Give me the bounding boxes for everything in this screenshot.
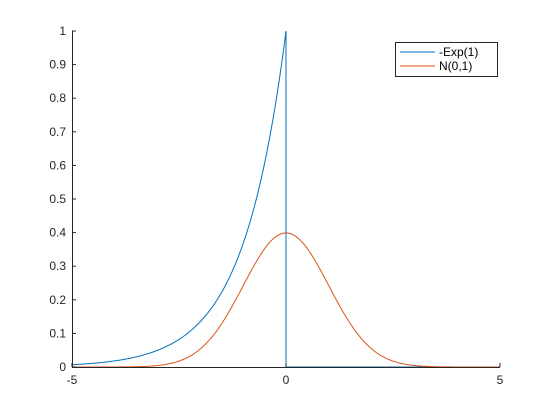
legend-label-2: N(0,1)	[439, 59, 472, 73]
x-tick-label: 0	[283, 373, 290, 387]
y-tick-label: 1	[59, 24, 66, 38]
x-tick-label: 5	[497, 373, 504, 387]
y-tick-label: 0.7	[49, 125, 66, 139]
y-tick-label: 0.8	[49, 91, 66, 105]
legend-box	[395, 42, 498, 77]
legend-label-1: -Exp(1)	[439, 45, 478, 59]
y-tick-label: 0.5	[49, 192, 66, 206]
axes: -5 0 500.10.20.30.40.50.60.70.80.91	[49, 24, 503, 387]
y-tick-label: 0.9	[49, 58, 66, 72]
legend: -Exp(1)N(0,1)	[395, 42, 498, 77]
y-tick-label: 0.1	[49, 326, 66, 340]
x-tick-label: -5	[67, 373, 78, 387]
y-tick-label: 0.4	[49, 226, 66, 240]
y-tick-label: 0.6	[49, 158, 66, 172]
y-tick-label: 0	[59, 360, 66, 374]
y-tick-label: 0.2	[49, 293, 66, 307]
series-line-2	[72, 232, 500, 368]
y-tick-label: 0.3	[49, 259, 66, 273]
